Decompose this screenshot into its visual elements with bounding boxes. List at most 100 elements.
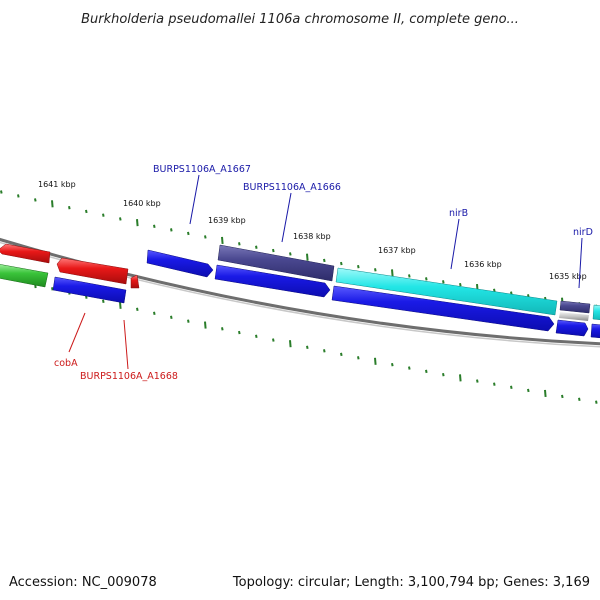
minor-tick	[0, 190, 3, 194]
minor-tick	[476, 379, 479, 383]
minor-tick	[119, 217, 122, 221]
leader-line	[281, 192, 292, 243]
tick-label-1635: 1635 kbp	[549, 272, 587, 281]
gene-bar-cyan[interactable]	[592, 304, 600, 321]
gene-bar-navy[interactable]	[217, 244, 335, 282]
genome-summary-text: Topology: circular; Length: 3,100,794 bp…	[232, 575, 590, 590]
gene-label-burps1106a-a1667[interactable]: BURPS1106A_A1667	[153, 164, 251, 175]
minor-tick	[425, 277, 428, 281]
minor-tick	[238, 242, 241, 246]
gene-bar-red[interactable]	[56, 257, 129, 285]
leader-line	[68, 312, 86, 353]
minor-tick	[425, 369, 428, 374]
minor-tick	[374, 268, 377, 272]
minor-tick	[272, 248, 275, 253]
minor-tick	[17, 194, 20, 198]
minor-tick	[408, 274, 411, 278]
gene-bar-blue[interactable]	[146, 249, 214, 278]
minor-tick	[170, 228, 173, 232]
gene-bar-cyan[interactable]	[335, 267, 558, 316]
minor-tick	[357, 356, 360, 360]
major-tick	[221, 236, 224, 245]
gene-bar-blue[interactable]	[590, 323, 600, 339]
leader-line	[123, 319, 129, 370]
minor-tick	[102, 213, 105, 217]
minor-tick	[340, 352, 343, 357]
minor-tick	[255, 334, 258, 339]
minor-tick	[153, 311, 156, 316]
minor-tick	[68, 205, 71, 210]
minor-tick	[510, 385, 513, 390]
minor-tick	[408, 366, 411, 370]
minor-tick	[136, 307, 139, 312]
tick-label-1637: 1637 kbp	[378, 246, 416, 255]
major-tick	[204, 321, 207, 329]
tick-label-1639: 1639 kbp	[208, 216, 246, 225]
scale-labels: 1641 kbp 1640 kbp 1639 kbp 1638 kbp 1637…	[38, 180, 587, 281]
major-tick	[119, 301, 122, 309]
minor-tick	[204, 235, 207, 239]
accession-text: Accession: NC_009078	[9, 575, 157, 590]
minor-tick	[187, 319, 190, 323]
gene-label-burps1106a-a1668[interactable]: BURPS1106A_A1668	[80, 371, 178, 382]
tick-label-1640: 1640 kbp	[123, 199, 161, 208]
gene-label-coba[interactable]: cobA	[54, 358, 78, 369]
gene-label-burps1106a-a1666[interactable]: BURPS1106A_A1666	[243, 182, 341, 193]
gene-bar-blue[interactable]	[214, 264, 331, 298]
gene-bar-grey	[559, 312, 589, 321]
gene-bar-green[interactable]	[0, 264, 49, 288]
minor-tick	[238, 330, 241, 335]
minor-tick	[306, 345, 309, 349]
major-tick	[306, 253, 309, 261]
gene-bar-red[interactable]	[130, 274, 140, 289]
minor-tick	[187, 231, 190, 236]
leader-line	[578, 237, 583, 289]
gene-label-nirb[interactable]: nirB	[449, 208, 468, 219]
minor-tick	[561, 394, 564, 399]
gene-track-reverse	[0, 264, 600, 339]
minor-tick	[442, 372, 445, 377]
minor-tick	[170, 315, 173, 319]
leader-line	[189, 174, 200, 225]
minor-tick	[272, 338, 275, 342]
gene-label-nird[interactable]: nirD	[573, 227, 593, 238]
tick-label-1638: 1638 kbp	[293, 232, 331, 241]
minor-tick	[578, 397, 581, 402]
minor-tick	[323, 258, 326, 263]
gene-bar-blue[interactable]	[52, 276, 127, 304]
minor-tick	[255, 245, 258, 249]
minor-tick	[323, 349, 326, 353]
gene-labels: BURPS1106A_A1667 BURPS1106A_A1666 nirB n…	[54, 164, 593, 382]
minor-tick	[493, 382, 496, 386]
major-tick	[136, 219, 139, 227]
minor-tick	[595, 400, 598, 404]
minor-tick	[442, 280, 445, 284]
major-tick	[459, 374, 462, 382]
gene-track-forward	[0, 243, 600, 321]
minor-tick	[153, 224, 156, 228]
minor-tick	[459, 282, 462, 287]
minor-tick	[527, 388, 530, 393]
gene-bar-blue[interactable]	[331, 285, 555, 332]
minor-tick	[102, 299, 105, 303]
gene-bar-navy[interactable]	[559, 300, 591, 314]
major-tick	[391, 269, 394, 277]
tick-label-1641: 1641 kbp	[38, 180, 76, 189]
minor-tick	[51, 287, 54, 291]
major-tick	[544, 389, 547, 397]
minor-tick	[289, 252, 292, 256]
minor-tick	[85, 209, 88, 214]
gene-bar-blue[interactable]	[555, 319, 589, 337]
minor-tick	[357, 265, 360, 269]
gene-bar-red[interactable]	[0, 243, 51, 264]
major-tick	[374, 357, 377, 365]
tick-label-1636: 1636 kbp	[464, 260, 502, 269]
major-tick	[51, 200, 54, 208]
minor-tick	[34, 198, 37, 202]
leader-line	[450, 218, 460, 270]
minor-tick	[340, 261, 343, 266]
map-title: Burkholderia pseudomallei 1106a chromoso…	[81, 12, 519, 27]
label-leaders	[68, 174, 583, 370]
minor-tick	[221, 327, 224, 331]
